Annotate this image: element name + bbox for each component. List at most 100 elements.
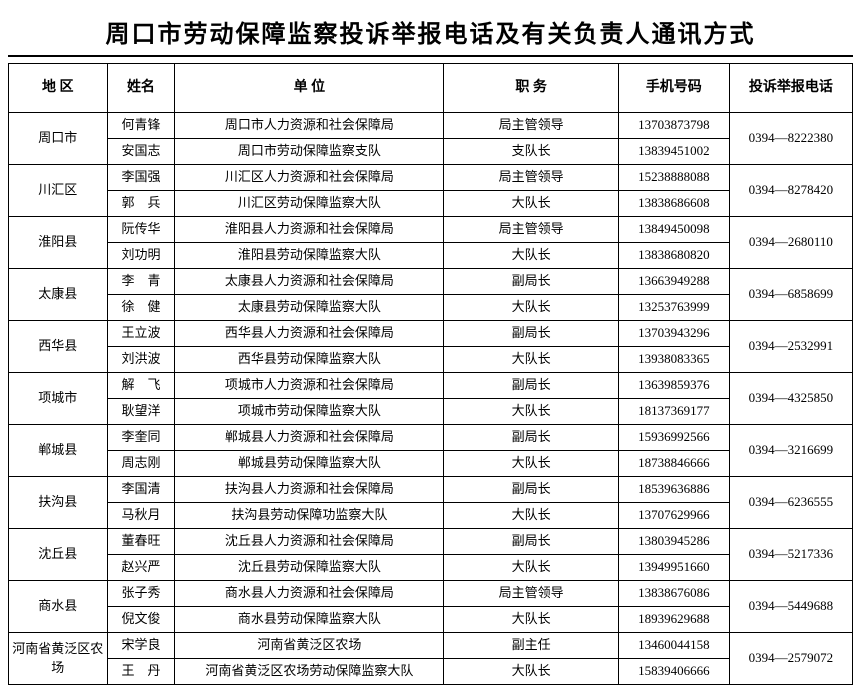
cell-unit: 郸城县人力资源和社会保障局 — [175, 425, 444, 451]
table-row: 刘功明淮阳县劳动保障监察大队大队长13838680820 — [9, 243, 853, 269]
cell-name: 李奎同 — [107, 425, 175, 451]
cell-phone: 15238888088 — [618, 165, 729, 191]
table-row: 项城市解 飞项城市人力资源和社会保障局副局长136398593760394—43… — [9, 373, 853, 399]
cell-phone: 13639859376 — [618, 373, 729, 399]
cell-unit: 西华县劳动保障监察大队 — [175, 347, 444, 373]
cell-region: 河南省黄泛区农场 — [9, 633, 108, 685]
cell-region: 周口市 — [9, 113, 108, 165]
cell-region: 商水县 — [9, 581, 108, 633]
cell-phone: 18939629688 — [618, 607, 729, 633]
table-row: 河南省黄泛区农场宋学良河南省黄泛区农场副主任134600441580394—25… — [9, 633, 853, 659]
cell-post: 大队长 — [444, 659, 619, 685]
table-row: 沈丘县董春旺沈丘县人力资源和社会保障局副局长138039452860394—52… — [9, 529, 853, 555]
table-row: 周口市何青锋周口市人力资源和社会保障局局主管领导137038737980394—… — [9, 113, 853, 139]
cell-name: 马秋月 — [107, 503, 175, 529]
cell-post: 副主任 — [444, 633, 619, 659]
cell-post: 局主管领导 — [444, 113, 619, 139]
cell-region: 郸城县 — [9, 425, 108, 477]
cell-name: 郭 兵 — [107, 191, 175, 217]
page-title: 周口市劳动保障监察投诉举报电话及有关负责人通讯方式 — [8, 14, 853, 57]
cell-name: 倪文俊 — [107, 607, 175, 633]
cell-name: 赵兴严 — [107, 555, 175, 581]
cell-phone: 13703943296 — [618, 321, 729, 347]
cell-phone: 15839406666 — [618, 659, 729, 685]
cell-post: 大队长 — [444, 503, 619, 529]
th-report: 投诉举报电话 — [729, 64, 852, 113]
table-row: 马秋月扶沟县劳动保障功监察大队大队长13707629966 — [9, 503, 853, 529]
cell-report-phone: 0394—6236555 — [729, 477, 852, 529]
cell-phone: 13663949288 — [618, 269, 729, 295]
cell-post: 支队长 — [444, 139, 619, 165]
cell-unit: 周口市劳动保障监察支队 — [175, 139, 444, 165]
cell-post: 副局长 — [444, 425, 619, 451]
table-row: 郸城县李奎同郸城县人力资源和社会保障局副局长159369925660394—32… — [9, 425, 853, 451]
cell-name: 李国强 — [107, 165, 175, 191]
table-row: 郭 兵川汇区劳动保障监察大队大队长13838686608 — [9, 191, 853, 217]
table-row: 周志刚郸城县劳动保障监察大队大队长18738846666 — [9, 451, 853, 477]
cell-name: 解 飞 — [107, 373, 175, 399]
th-post: 职 务 — [444, 64, 619, 113]
cell-unit: 淮阳县人力资源和社会保障局 — [175, 217, 444, 243]
cell-unit: 河南省黄泛区农场 — [175, 633, 444, 659]
cell-unit: 川汇区人力资源和社会保障局 — [175, 165, 444, 191]
cell-unit: 沈丘县人力资源和社会保障局 — [175, 529, 444, 555]
cell-phone: 13949951660 — [618, 555, 729, 581]
cell-phone: 13253763999 — [618, 295, 729, 321]
table-row: 太康县李 青太康县人力资源和社会保障局副局长136639492880394—68… — [9, 269, 853, 295]
cell-phone: 13838686608 — [618, 191, 729, 217]
cell-post: 大队长 — [444, 555, 619, 581]
cell-phone: 18738846666 — [618, 451, 729, 477]
th-name: 姓名 — [107, 64, 175, 113]
cell-report-phone: 0394—5217336 — [729, 529, 852, 581]
cell-phone: 18539636886 — [618, 477, 729, 503]
cell-region: 沈丘县 — [9, 529, 108, 581]
cell-post: 副局长 — [444, 477, 619, 503]
cell-unit: 商水县劳动保障监察大队 — [175, 607, 444, 633]
cell-post: 大队长 — [444, 451, 619, 477]
table-header-row: 地 区 姓名 单 位 职 务 手机号码 投诉举报电话 — [9, 64, 853, 113]
cell-post: 副局长 — [444, 373, 619, 399]
cell-region: 项城市 — [9, 373, 108, 425]
table-row: 耿望洋项城市劳动保障监察大队大队长18137369177 — [9, 399, 853, 425]
cell-post: 大队长 — [444, 399, 619, 425]
table-row: 淮阳县阮传华淮阳县人力资源和社会保障局局主管领导138494500980394—… — [9, 217, 853, 243]
table-row: 刘洪波西华县劳动保障监察大队大队长13938083365 — [9, 347, 853, 373]
cell-phone: 13849450098 — [618, 217, 729, 243]
cell-post: 大队长 — [444, 191, 619, 217]
table-row: 安国志周口市劳动保障监察支队支队长13839451002 — [9, 139, 853, 165]
cell-phone: 13460044158 — [618, 633, 729, 659]
cell-post: 局主管领导 — [444, 165, 619, 191]
cell-name: 徐 健 — [107, 295, 175, 321]
cell-unit: 项城市人力资源和社会保障局 — [175, 373, 444, 399]
cell-unit: 项城市劳动保障监察大队 — [175, 399, 444, 425]
cell-unit: 太康县人力资源和社会保障局 — [175, 269, 444, 295]
cell-name: 王立波 — [107, 321, 175, 347]
cell-phone: 13938083365 — [618, 347, 729, 373]
cell-report-phone: 0394—4325850 — [729, 373, 852, 425]
table-row: 倪文俊商水县劳动保障监察大队大队长18939629688 — [9, 607, 853, 633]
cell-name: 董春旺 — [107, 529, 175, 555]
cell-phone: 13839451002 — [618, 139, 729, 165]
cell-region: 太康县 — [9, 269, 108, 321]
cell-report-phone: 0394—8222380 — [729, 113, 852, 165]
cell-unit: 扶沟县劳动保障功监察大队 — [175, 503, 444, 529]
cell-report-phone: 0394—6858699 — [729, 269, 852, 321]
cell-post: 副局长 — [444, 529, 619, 555]
cell-post: 大队长 — [444, 243, 619, 269]
cell-name: 周志刚 — [107, 451, 175, 477]
table-row: 川汇区李国强川汇区人力资源和社会保障局局主管领导152388880880394—… — [9, 165, 853, 191]
cell-region: 扶沟县 — [9, 477, 108, 529]
cell-phone: 18137369177 — [618, 399, 729, 425]
cell-name: 王 丹 — [107, 659, 175, 685]
th-unit: 单 位 — [175, 64, 444, 113]
cell-name: 阮传华 — [107, 217, 175, 243]
cell-phone: 15936992566 — [618, 425, 729, 451]
cell-name: 刘洪波 — [107, 347, 175, 373]
cell-unit: 西华县人力资源和社会保障局 — [175, 321, 444, 347]
cell-unit: 郸城县劳动保障监察大队 — [175, 451, 444, 477]
cell-post: 大队长 — [444, 607, 619, 633]
cell-post: 大队长 — [444, 347, 619, 373]
cell-report-phone: 0394—2579072 — [729, 633, 852, 685]
cell-report-phone: 0394—2532991 — [729, 321, 852, 373]
cell-unit: 川汇区劳动保障监察大队 — [175, 191, 444, 217]
